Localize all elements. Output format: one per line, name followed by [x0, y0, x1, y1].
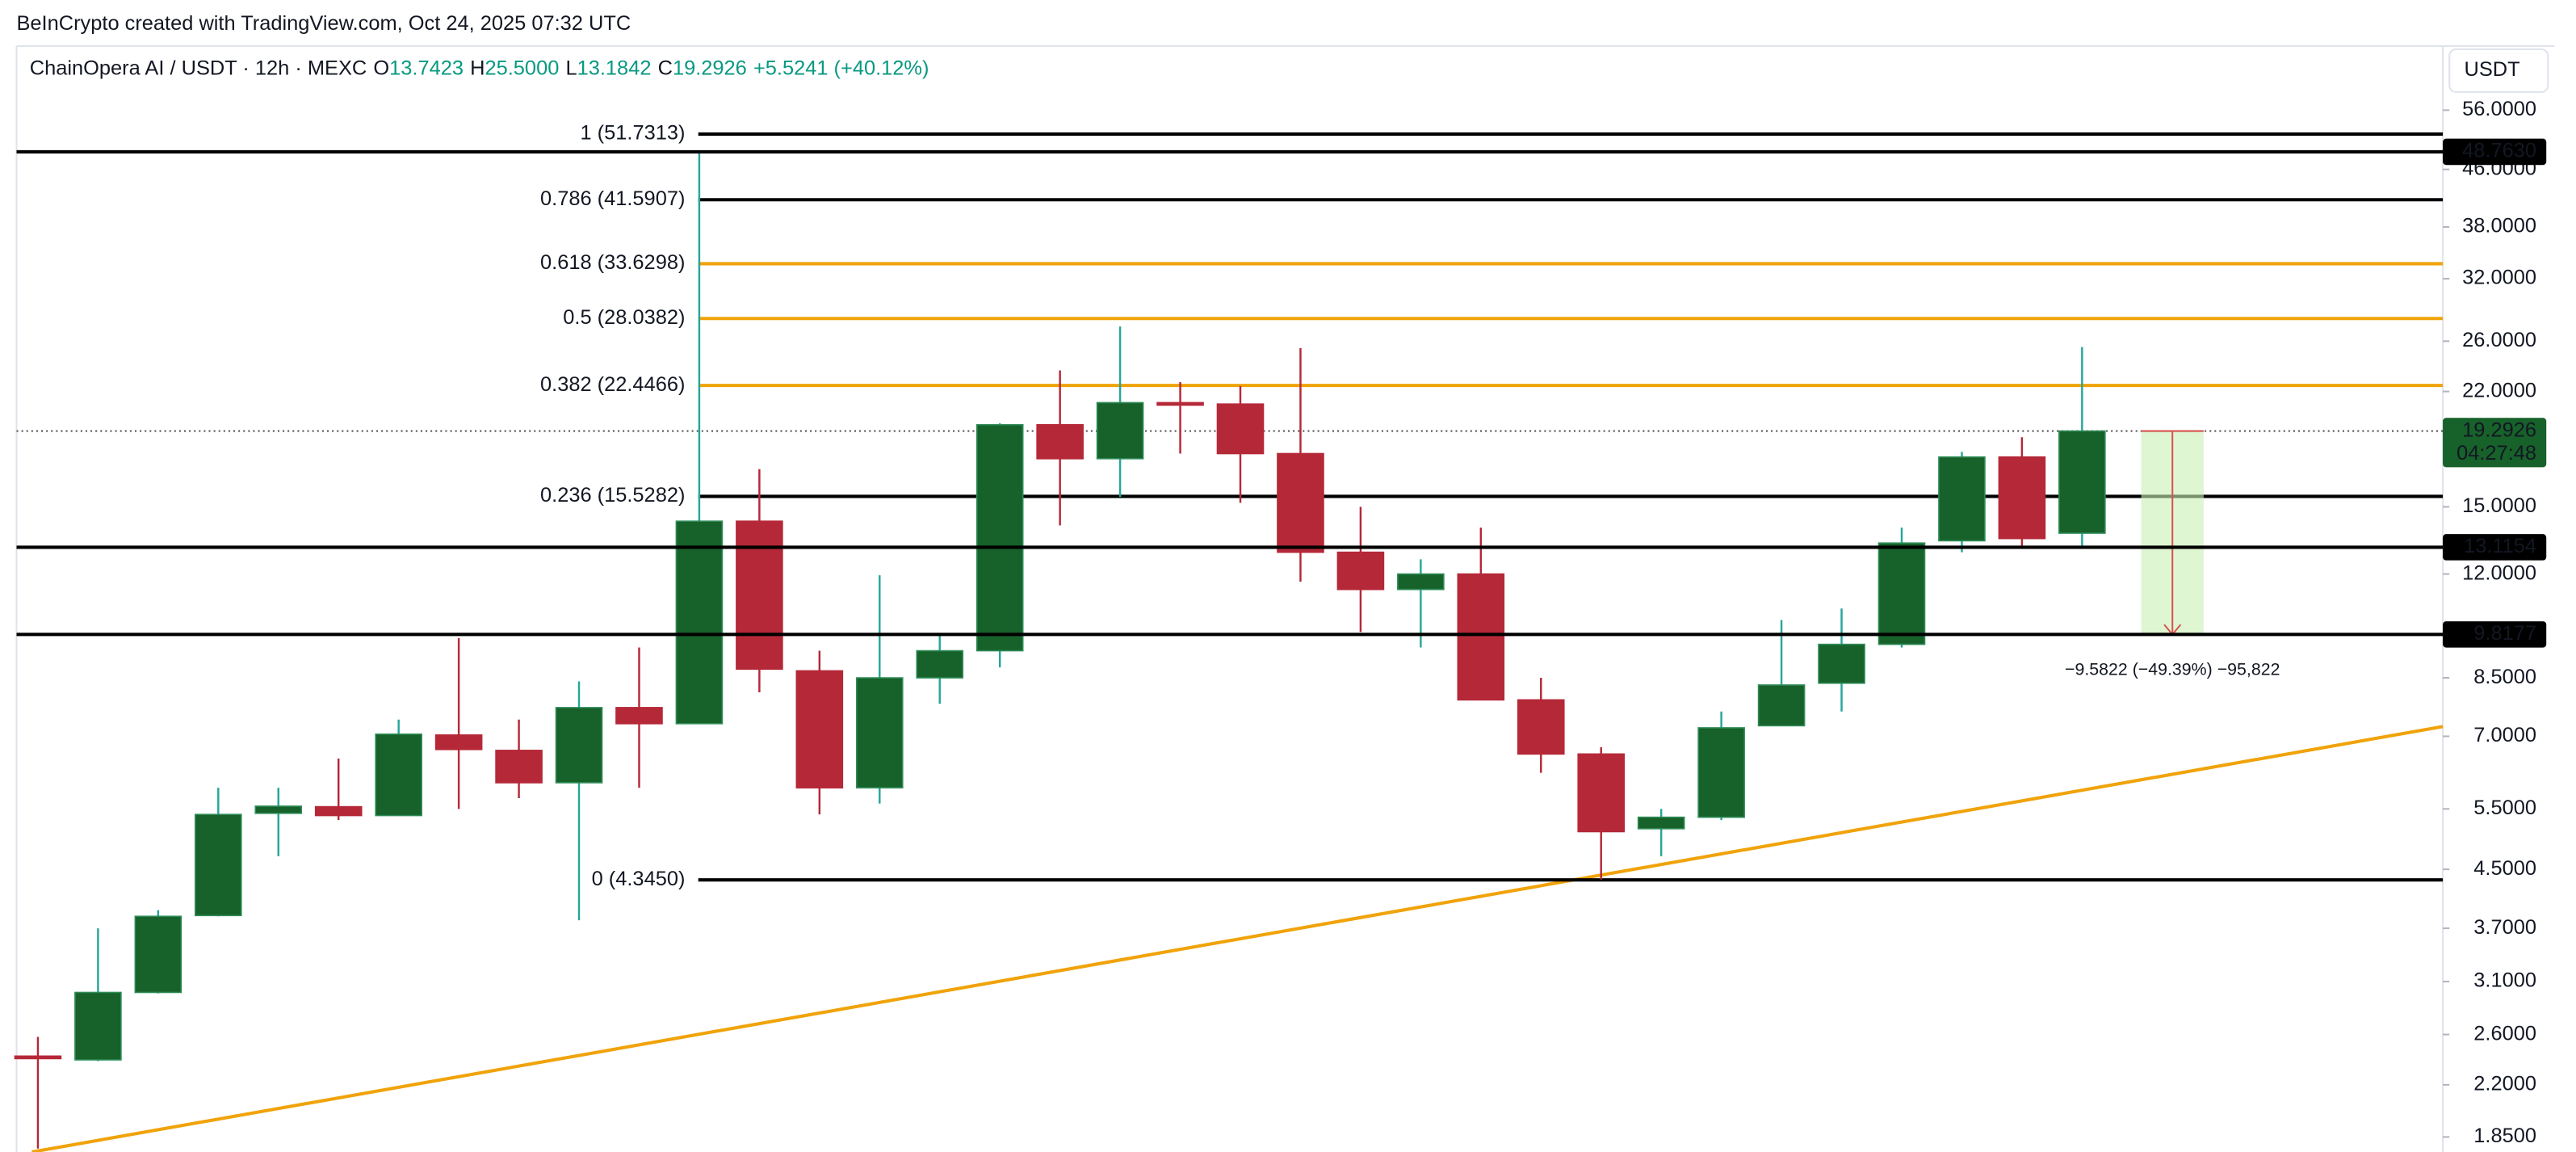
candle-body	[795, 670, 844, 788]
candle-body	[916, 650, 964, 679]
y-tick-label: 5.5000	[2473, 797, 2536, 819]
candle-body	[1457, 573, 1505, 701]
credit: BeInCrypto created with TradingView.com,…	[17, 12, 631, 35]
candle-body	[254, 805, 303, 814]
y-tick-label: 2.2000	[2473, 1073, 2536, 1095]
fib-label: 0.786 (41.5907)	[540, 187, 685, 210]
y-tick-label: 22.0000	[2462, 379, 2536, 402]
change: +5.5241 (+40.12%)	[753, 57, 929, 79]
fib-label: 0.5 (28.0382)	[563, 306, 685, 329]
candle-body	[1216, 403, 1265, 455]
price-box	[2443, 621, 2547, 648]
ohlc-value: 13.7423	[389, 57, 464, 79]
candle-body	[1877, 542, 1926, 645]
fib-label: 0.618 (33.6298)	[540, 251, 685, 274]
candle-body	[1036, 423, 1084, 460]
y-tick-label: 3.1000	[2473, 969, 2536, 992]
price-box	[2443, 138, 2547, 166]
y-tick-label: 38.0000	[2462, 215, 2536, 238]
candle-body	[14, 1055, 62, 1060]
symbol: ChainOpera AI / USDT · 12h · MEXC	[30, 57, 367, 79]
y-tick-label: 56.0000	[2462, 98, 2536, 120]
ohlc-value: 13.1842	[577, 57, 652, 79]
candle-body	[2058, 430, 2106, 534]
y-tick-label: 1.8500	[2473, 1125, 2536, 1147]
currency: USDT	[2465, 58, 2520, 81]
fib-label: 0.236 (15.5282)	[540, 484, 685, 507]
candle-body	[675, 520, 724, 725]
ohlc-key: C	[658, 57, 673, 79]
candle-body	[1938, 456, 1986, 542]
ohlc-value: 19.2926	[673, 57, 747, 79]
candle-body	[375, 733, 422, 817]
candle-body	[1517, 699, 1565, 755]
y-tick-label: 2.6000	[2473, 1022, 2536, 1045]
candle-body	[1156, 402, 1204, 406]
ohlc-key: H	[470, 57, 485, 79]
price-box-label: 9.8177	[2473, 622, 2536, 645]
candle-body	[495, 750, 543, 784]
y-tick-label: 12.0000	[2462, 561, 2536, 584]
candle-body	[1577, 753, 1626, 833]
candle-body	[1998, 456, 2046, 540]
candle-body	[1637, 816, 1685, 830]
price-box-label: 13.1154	[2464, 535, 2536, 557]
y-tick-label: 15.0000	[2462, 494, 2536, 517]
y-tick-label: 3.7000	[2473, 916, 2536, 939]
fib-label: 1 (51.7313)	[580, 122, 685, 145]
y-tick-label: 26.0000	[2462, 329, 2536, 351]
candle-body	[736, 520, 783, 671]
y-tick-label: 7.0000	[2473, 724, 2536, 746]
y-tick-label: 4.5000	[2473, 857, 2536, 880]
candle-body	[74, 991, 122, 1061]
y-tick-label: 32.0000	[2462, 267, 2536, 289]
measure-label: −9.5822 (−49.39%) −95,822	[2065, 660, 2280, 679]
candle-body	[855, 677, 904, 788]
ohlc-key: L	[565, 57, 577, 79]
candle-body	[1336, 551, 1385, 591]
y-tick-label: 8.5000	[2473, 666, 2536, 688]
candle-body	[1096, 402, 1144, 460]
price-box-label: 48.7630	[2462, 140, 2536, 162]
last-price-label: 19.2926	[2462, 418, 2536, 441]
candle-body	[975, 423, 1024, 652]
ohlc-key: O	[373, 57, 389, 79]
candle-body	[195, 814, 242, 917]
fib-label: 0 (4.3450)	[592, 868, 686, 890]
ohlc-value: 25.5000	[485, 57, 560, 79]
candle-body	[615, 707, 663, 725]
price-box	[2443, 534, 2547, 561]
candle-body	[434, 734, 483, 750]
candle-body	[134, 915, 183, 994]
symbol-header: ChainOpera AI / USDT · 12h · MEXC O13.742…	[30, 57, 929, 79]
currency-box	[2448, 48, 2549, 93]
candle-body	[1277, 452, 1324, 553]
trendline	[31, 725, 2444, 1152]
candle-body	[1397, 573, 1445, 591]
last-price-box	[2443, 418, 2547, 468]
candle-body	[1697, 727, 1745, 818]
candle-body	[1818, 643, 1865, 684]
candle-body	[1757, 684, 1806, 727]
candle-body	[314, 805, 363, 817]
candle-body	[555, 707, 603, 784]
countdown: 04:27:48	[2456, 442, 2536, 465]
fib-label: 0.382 (22.4466)	[540, 373, 685, 396]
